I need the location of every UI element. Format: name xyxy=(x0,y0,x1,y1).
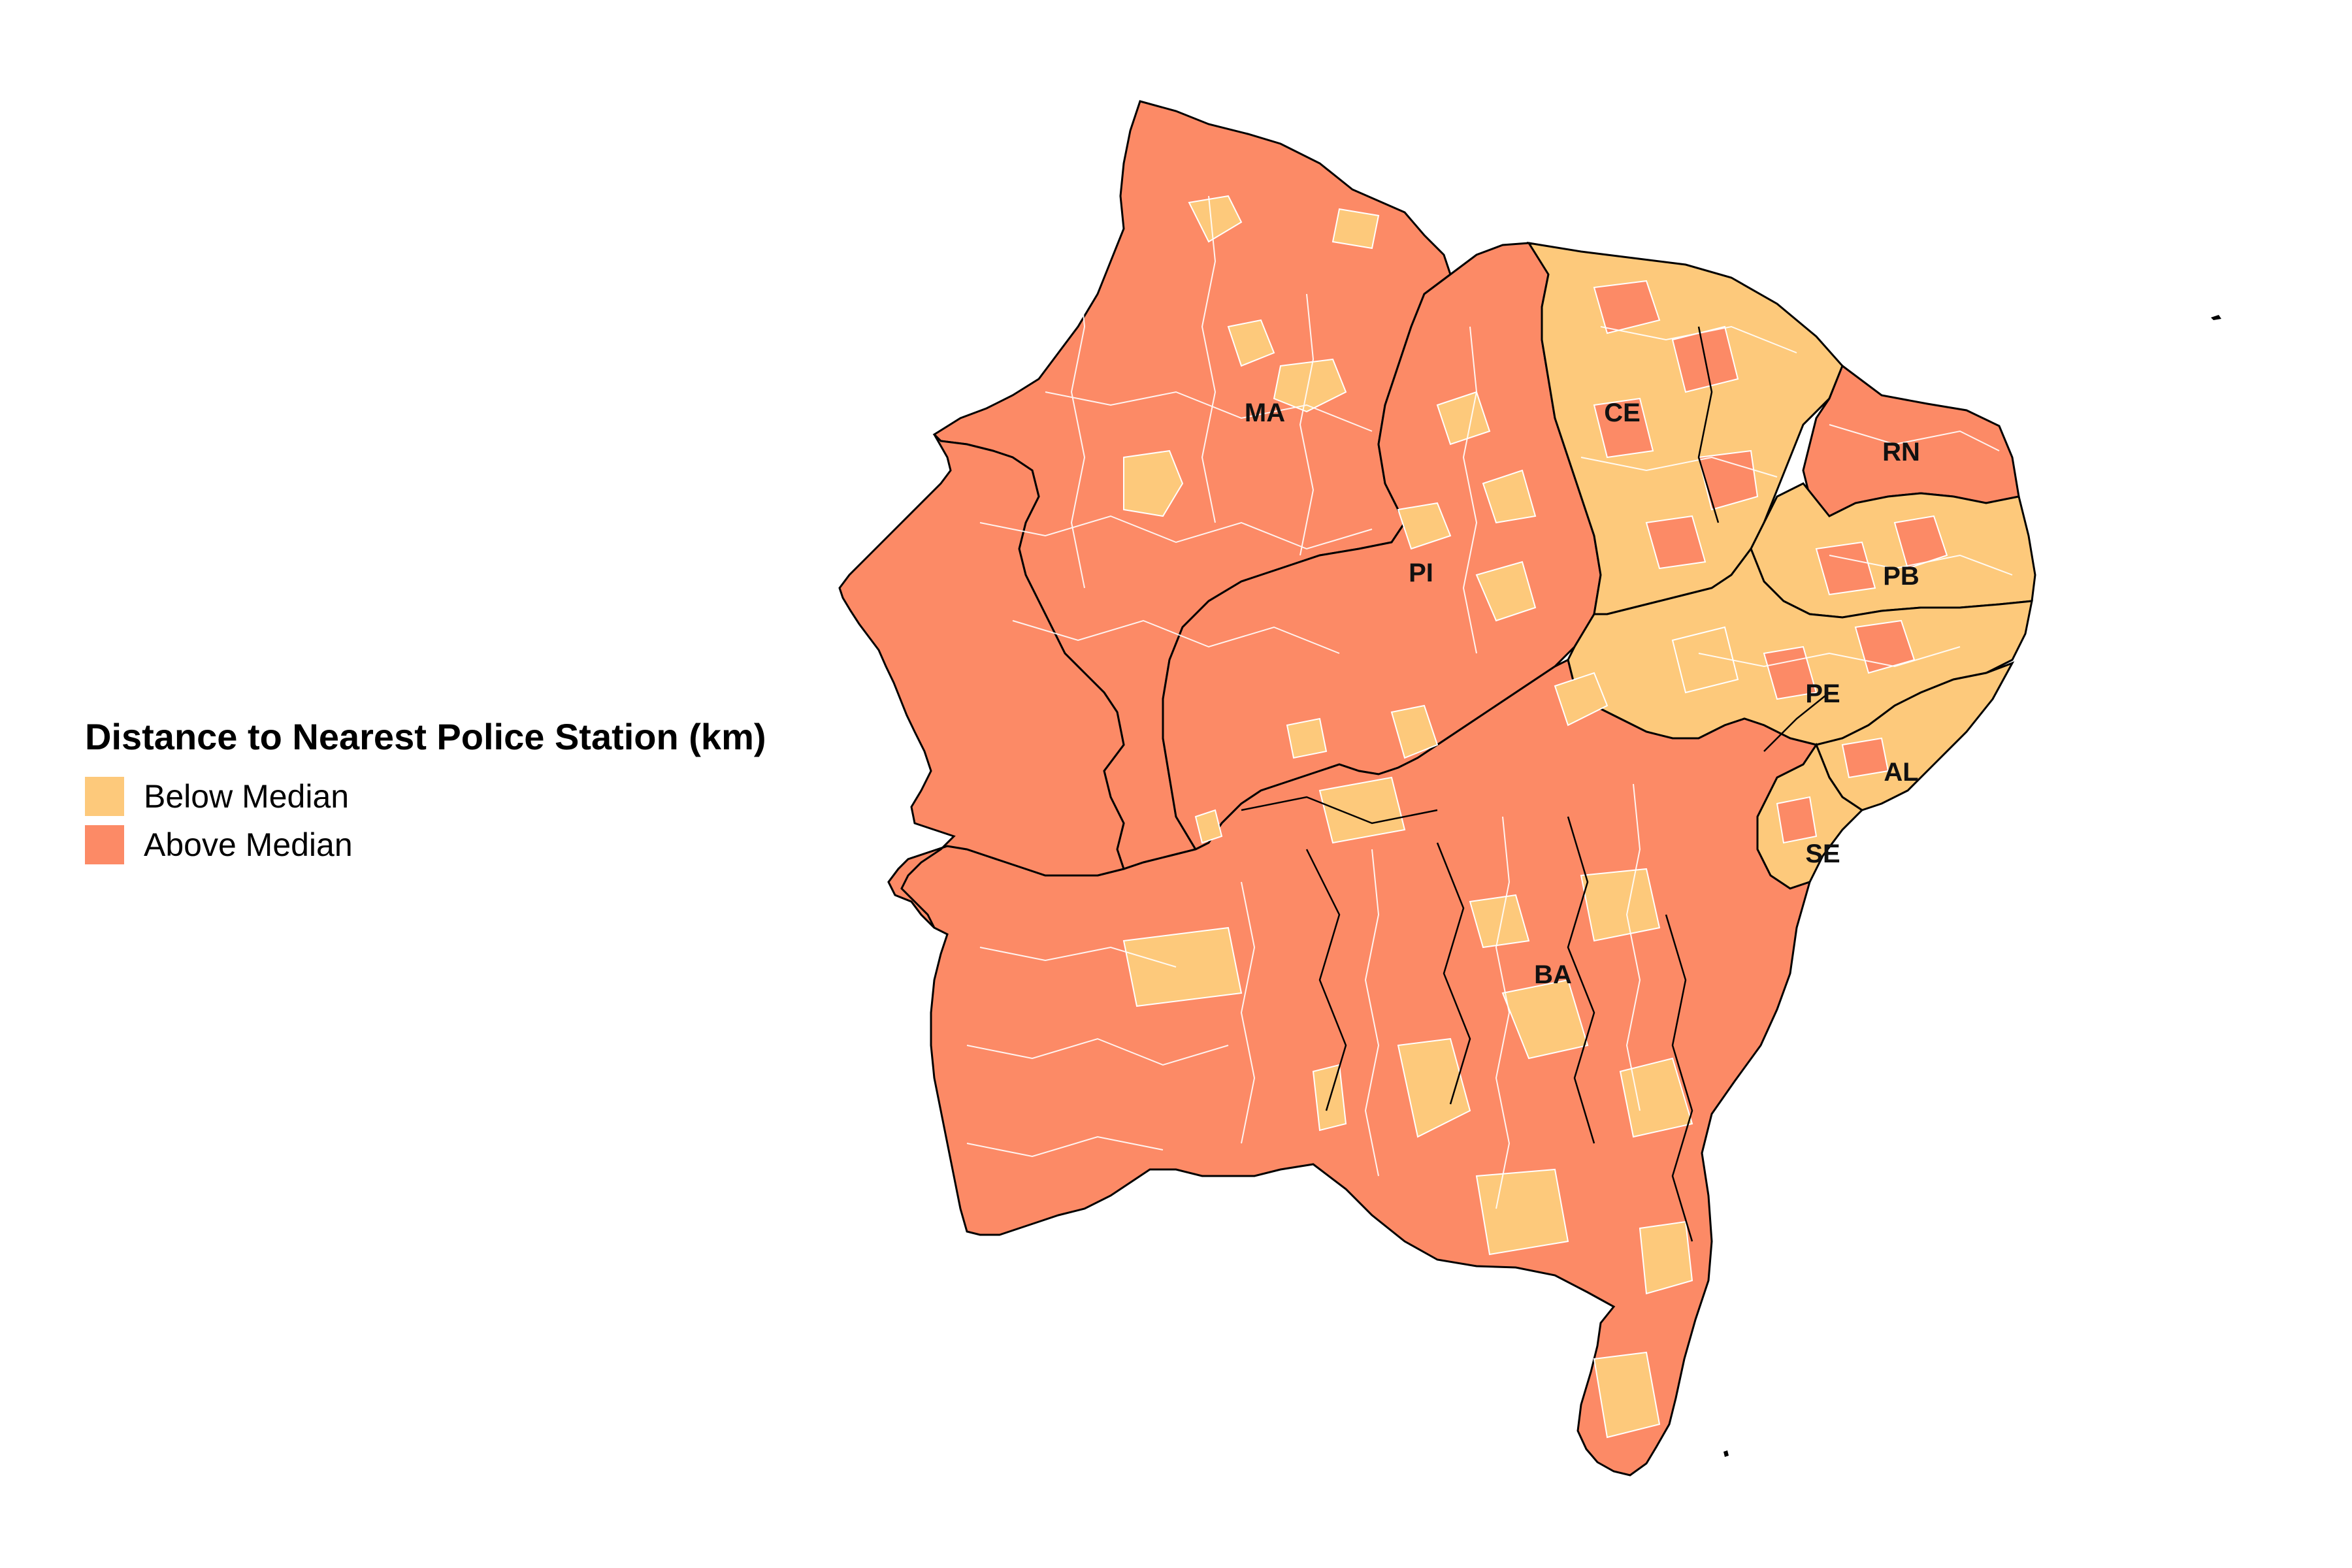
state-internal-borders xyxy=(1241,326,1830,1242)
legend-swatch-above-median xyxy=(85,825,124,864)
patch xyxy=(1469,894,1530,949)
patch xyxy=(1593,1351,1661,1439)
state-label-se: SE xyxy=(1805,840,1840,868)
legend-item-below-median: Below Median xyxy=(85,772,766,821)
municipality-borders xyxy=(966,195,2013,1209)
state-labels: MA PI CE RN PB PE AL SE BA xyxy=(1245,399,1920,989)
state-label-al: AL xyxy=(1884,758,1918,787)
patch xyxy=(1123,449,1184,517)
patch xyxy=(1227,319,1275,367)
patch xyxy=(1580,868,1661,942)
patch xyxy=(1482,469,1537,524)
patch xyxy=(1776,796,1818,844)
patch xyxy=(1188,195,1243,243)
state-label-pi: PI xyxy=(1409,559,1433,587)
state-label-pb: PB xyxy=(1883,562,1919,591)
patch xyxy=(1554,672,1609,727)
patch xyxy=(1619,1057,1693,1138)
state-label-ce: CE xyxy=(1604,399,1641,427)
island xyxy=(1723,1450,1729,1457)
legend-title: Distance to Nearest Police Station (km) xyxy=(85,716,766,757)
state-label-pe: PE xyxy=(1805,679,1840,708)
patch xyxy=(1501,979,1589,1060)
island xyxy=(2211,315,2221,320)
patch xyxy=(1194,809,1223,844)
patch xyxy=(1331,208,1380,250)
patch xyxy=(1697,449,1759,511)
patch xyxy=(1893,515,1948,570)
state-pb xyxy=(1750,482,2036,619)
patch xyxy=(1475,561,1537,622)
state-ma-west xyxy=(838,433,1125,929)
legend-item-above-median: Above Median xyxy=(85,821,766,869)
patch xyxy=(1593,280,1661,335)
patch xyxy=(1122,926,1243,1007)
state-label-ba: BA xyxy=(1534,960,1572,989)
state-label-ma: MA xyxy=(1245,399,1285,427)
patch xyxy=(1639,1220,1693,1295)
patch xyxy=(1397,1037,1471,1138)
states-layer xyxy=(838,100,2036,1477)
patch xyxy=(1841,737,1889,779)
patch xyxy=(1475,1168,1569,1256)
legend-label-above-median: Above Median xyxy=(144,826,353,863)
patch xyxy=(1436,391,1491,446)
patch xyxy=(1397,502,1452,550)
patch xyxy=(1763,645,1818,700)
patch xyxy=(1318,776,1406,844)
legend-label-below-median: Below Median xyxy=(144,778,350,815)
legend-swatch-below-median xyxy=(85,777,124,816)
patch xyxy=(1286,717,1328,759)
patch xyxy=(1645,515,1707,570)
patch xyxy=(1273,358,1347,413)
legend: Distance to Nearest Police Station (km) … xyxy=(85,715,766,869)
state-ba xyxy=(887,658,1818,1477)
patch xyxy=(1593,397,1654,459)
patch xyxy=(1671,626,1739,694)
state-label-rn: RN xyxy=(1882,438,1920,466)
patch xyxy=(1390,704,1439,759)
